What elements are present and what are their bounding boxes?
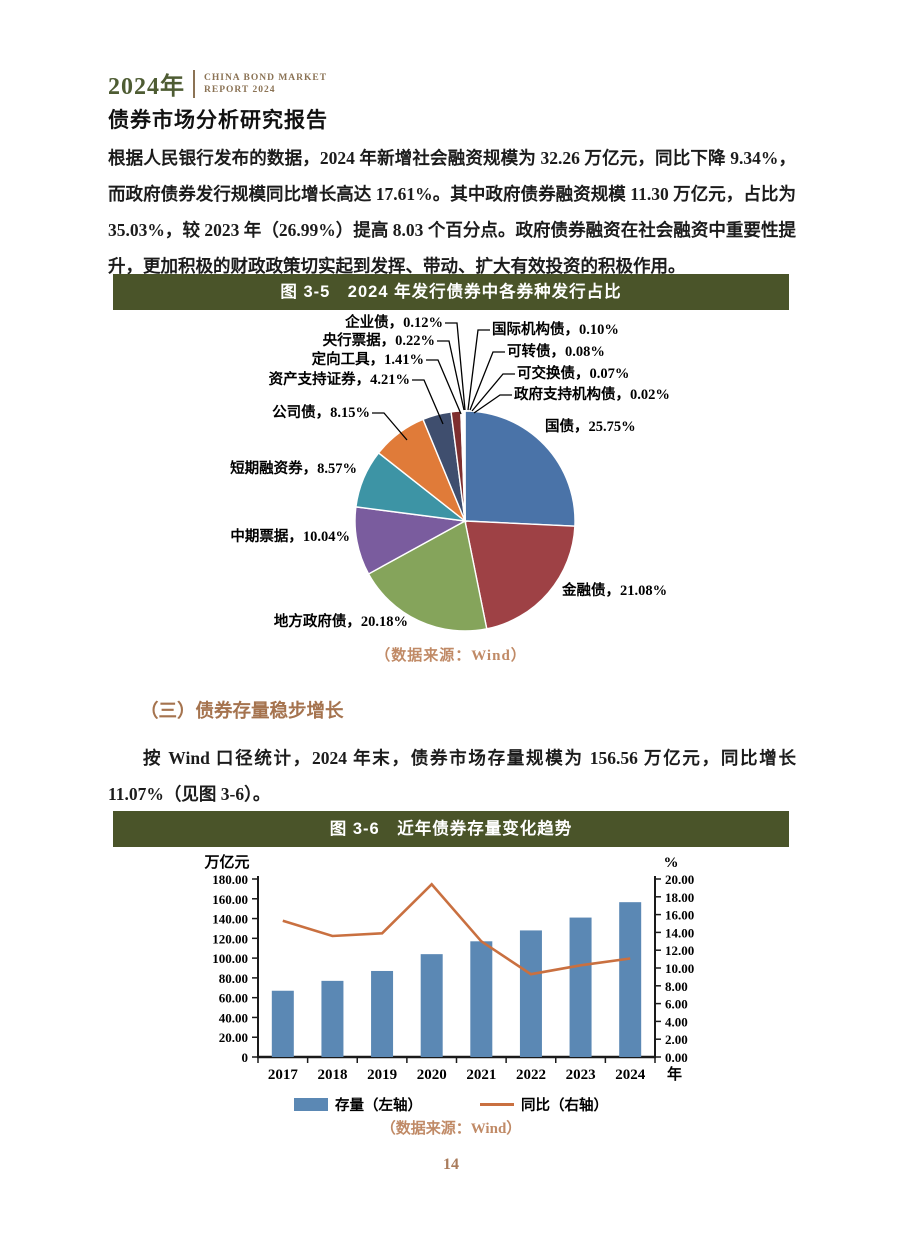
- pie-label-abs: 资产支持证券，4.21%: [268, 372, 410, 388]
- svg-text:0.00: 0.00: [665, 1050, 688, 1065]
- page-number: 14: [443, 1156, 459, 1173]
- svg-text:140.00: 140.00: [212, 912, 248, 927]
- figure-3-6-title: 图 3-6 近年债券存量变化趋势: [113, 811, 789, 847]
- leader-lines: [372, 322, 515, 441]
- pie-slice-国债: [464, 410, 576, 527]
- header-year: 2024年: [108, 74, 185, 100]
- pie-label-ppn: 定向工具，1.41%: [311, 352, 424, 368]
- pie-label-mtn: 中期票据，10.04%: [230, 529, 350, 545]
- chart-legend: 存量（左轴） 同比（右轴）: [113, 1093, 789, 1115]
- svg-text:14.00: 14.00: [665, 925, 694, 940]
- bar-2020: [420, 954, 443, 1057]
- pie-label-intl-institution: 国际机构债，0.10%: [492, 322, 619, 338]
- svg-text:2018: 2018: [317, 1067, 347, 1083]
- svg-text:80.00: 80.00: [219, 971, 248, 986]
- svg-text:2020: 2020: [417, 1067, 447, 1083]
- pie-slice-地方政府债: [367, 519, 488, 632]
- bar-2022: [519, 930, 542, 1057]
- svg-text:120.00: 120.00: [212, 931, 248, 946]
- svg-text:8.00: 8.00: [665, 979, 688, 994]
- svg-text:20.00: 20.00: [665, 872, 694, 887]
- pie-label-corporate-bond: 公司债，8.15%: [272, 405, 370, 421]
- bar-2018: [321, 980, 344, 1057]
- pie-label-gov-supported: 政府支持机构债，0.02%: [514, 387, 670, 403]
- figure-3-5-body: 企业债，0.12% 央行票据，0.22% 定向工具，1.41% 资产支持证券，4…: [113, 310, 789, 672]
- bar-swatch-icon: [294, 1097, 328, 1111]
- bar-2021: [470, 941, 493, 1057]
- svg-text:180.00: 180.00: [212, 872, 248, 887]
- svg-text:18.00: 18.00: [665, 890, 694, 905]
- svg-text:12.00: 12.00: [665, 943, 694, 958]
- header-subtitle-line2: REPORT 2024: [204, 84, 276, 95]
- legend-item-yoy: 同比（右轴）: [480, 1094, 608, 1115]
- svg-text:2.00: 2.00: [665, 1032, 688, 1047]
- svg-text:2023: 2023: [566, 1067, 596, 1083]
- bar-2017: [271, 990, 294, 1057]
- bar-2024: [619, 902, 642, 1057]
- bar-2023: [569, 917, 592, 1057]
- yoy-line: [282, 882, 631, 976]
- pie-chart: 企业债，0.12% 央行票据，0.22% 定向工具，1.41% 资产支持证券，4…: [113, 310, 789, 642]
- svg-text:2017: 2017: [268, 1067, 299, 1083]
- header-divider: [193, 69, 195, 98]
- document-title: 债券市场分析研究报告: [108, 108, 328, 132]
- pie-chart-svg: [354, 322, 576, 632]
- svg-text:16.00: 16.00: [665, 908, 694, 923]
- pie-label-enterprise-bond: 企业债，0.12%: [345, 315, 443, 331]
- svg-text:2022: 2022: [516, 1067, 546, 1083]
- svg-text:年: 年: [667, 1065, 682, 1083]
- pie-label-exchangeable: 可交换债，0.07%: [517, 366, 630, 382]
- pie-label-central-bank-bill: 央行票据，0.22%: [322, 333, 435, 349]
- svg-text:2024: 2024: [615, 1067, 646, 1083]
- header-subtitle: CHINA BOND MARKET REPORT 2024: [204, 72, 327, 96]
- svg-text:0: 0: [242, 1050, 249, 1065]
- svg-text:2021: 2021: [466, 1067, 496, 1083]
- svg-text:6.00: 6.00: [665, 997, 688, 1012]
- pie-slice-金融债: [464, 520, 576, 630]
- svg-text:4.00: 4.00: [665, 1014, 688, 1029]
- svg-text:100.00: 100.00: [212, 951, 248, 966]
- svg-text:%: %: [664, 855, 679, 871]
- figure-3-6: 图 3-6 近年债券存量变化趋势 0 20.00 40.00 60.00 80.00 10…: [113, 811, 789, 1141]
- legend-stock-label: 存量（左轴）: [335, 1097, 422, 1114]
- figure-3-6-body: 0 20.00 40.00 60.00 80.00 100.00 120.00 140.00 1…: [113, 849, 789, 1138]
- figure-3-5-title: 图 3-5 2024 年发行债券中各券种发行占比: [113, 274, 789, 310]
- pie-label-local-gov-bond: 地方政府债，20.18%: [273, 614, 408, 630]
- pie-label-treasury-bond: 国债，25.75%: [545, 419, 636, 435]
- svg-text:10.00: 10.00: [665, 961, 694, 976]
- svg-text:40.00: 40.00: [219, 1010, 248, 1025]
- svg-text:万亿元: 万亿元: [203, 853, 249, 871]
- section-heading: （三）债券存量稳步增长: [140, 702, 344, 722]
- paragraph-bond-stock: 按 Wind 口径统计，2024 年末，债券市场存量规模为 156.56 万亿元…: [108, 748, 796, 804]
- header-subtitle-line1: CHINA BOND MARKET: [204, 72, 328, 83]
- legend-item-stock: 存量（左轴）: [294, 1094, 422, 1115]
- pie-label-financial-bond: 金融债，21.08%: [562, 583, 668, 599]
- pie-label-short-term-note: 短期融资券，8.57%: [230, 461, 357, 477]
- figure-3-5-source: （数据来源：Wind）: [375, 648, 527, 664]
- page-header: 2024年 CHINA BOND MARKET REPORT 2024 债券市场…: [108, 66, 328, 134]
- legend-yoy-label: 同比（右轴）: [521, 1097, 608, 1114]
- svg-text:20.00: 20.00: [219, 1030, 248, 1045]
- line-swatch-icon: [480, 1102, 514, 1106]
- bar-line-chart-svg: 0 20.00 40.00 60.00 80.00 100.00 120.00 140.00 1…: [203, 853, 694, 1083]
- svg-text:2019: 2019: [367, 1067, 397, 1083]
- figure-3-5: 图 3-5 2024 年发行债券中各券种发行占比: [113, 274, 789, 672]
- pie-label-convertible: 可转债，0.08%: [507, 344, 605, 360]
- paragraph-social-financing: 根据人民银行发布的数据，2024 年新增社会融资规模为 32.26 万亿元，同比…: [108, 148, 796, 276]
- figure-3-6-source: （数据来源：Wind）: [380, 1121, 522, 1137]
- bar-2019: [371, 970, 394, 1057]
- svg-text:60.00: 60.00: [219, 991, 248, 1006]
- svg-text:160.00: 160.00: [212, 892, 248, 907]
